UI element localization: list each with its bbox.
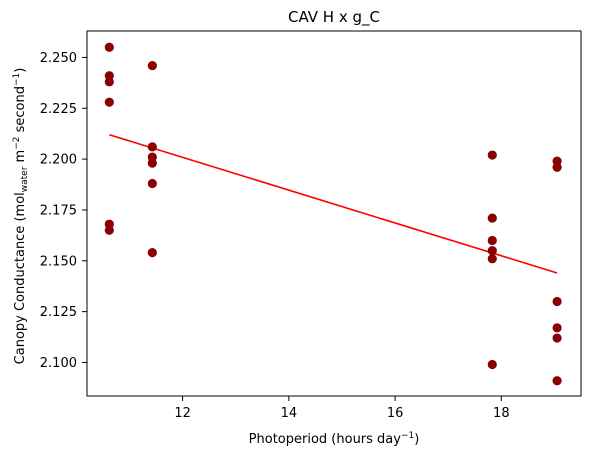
y-axis-label-part: −2: [12, 137, 22, 150]
data-point: [552, 296, 562, 307]
data-point: [487, 359, 497, 370]
y-axis-label-part: m: [13, 150, 28, 167]
y-axis-label-part: Canopy Conductance (mol: [13, 192, 28, 364]
data-point: [487, 246, 497, 256]
chart-title: CAV H x g_C: [288, 8, 380, 27]
plot-frame: [86, 30, 582, 397]
data-point: [147, 158, 157, 168]
data-point: [487, 213, 497, 223]
y-tick-label: 2.200: [40, 153, 77, 168]
data-point: [147, 248, 157, 258]
data-point: [104, 42, 114, 52]
data-point: [104, 225, 114, 235]
data-point: [487, 235, 497, 246]
y-tick-label: 2.125: [40, 305, 77, 320]
data-point: [487, 150, 497, 160]
x-axis-label: Photoperiod (hours day−1): [249, 431, 420, 447]
data-point: [147, 178, 157, 189]
y-tick-label: 2.250: [40, 51, 77, 66]
data-point: [552, 333, 562, 343]
data-point: [552, 162, 562, 172]
data-point: [104, 77, 114, 87]
plot-area: [104, 42, 562, 386]
y-axis-label-part: ): [13, 68, 28, 73]
y-axis-label-part: −1: [12, 73, 22, 86]
x-tick-label: 12: [174, 406, 191, 421]
x-axis-label-superscript: −1: [401, 431, 414, 441]
data-point: [552, 376, 562, 386]
trend-line: [109, 133, 558, 274]
y-axis-label-part: second: [13, 86, 28, 137]
y-tick-label: 2.225: [40, 102, 77, 117]
x-tick-label: 16: [387, 406, 404, 421]
x-axis-label-main: Photoperiod (hours day: [249, 432, 402, 447]
y-tick-label: 2.150: [40, 254, 77, 269]
y-axis-label-part: water: [20, 166, 30, 192]
y-tick-label: 2.175: [40, 203, 77, 218]
x-axis-label-end: ): [414, 432, 419, 447]
y-tick-label: 2.100: [40, 356, 77, 371]
data-point: [487, 254, 497, 264]
x-tick-label: 14: [281, 406, 298, 421]
data-point: [104, 97, 114, 107]
axes: 12 14 16 18 2.100 2.125 2.150 2.175 2.200 2.225 2.…: [40, 30, 582, 421]
data-point: [147, 142, 157, 152]
data-point: [552, 323, 562, 333]
y-axis-label: Canopy Conductance (molwater m−2 second−…: [12, 68, 30, 365]
data-point: [147, 60, 157, 71]
x-tick-label: 18: [493, 406, 510, 421]
